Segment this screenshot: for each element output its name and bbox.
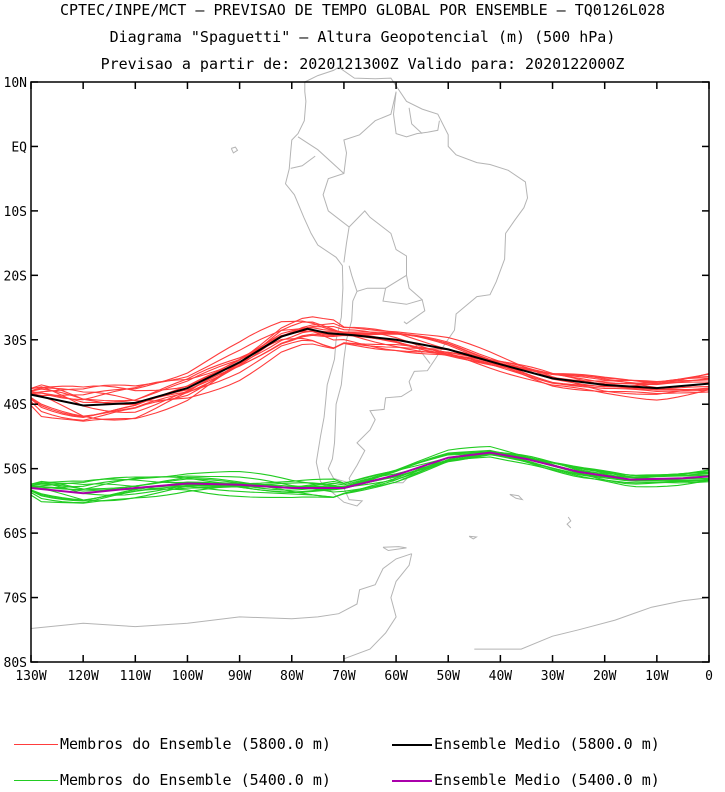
x-tick-label: 60W xyxy=(384,669,408,684)
country-border xyxy=(327,291,358,484)
coastline xyxy=(468,535,478,540)
coastline xyxy=(509,493,524,501)
y-axis: 10N EQ 10S 20S 30S 40S 50S 60S 70S 80S xyxy=(4,76,709,671)
legend-line-mean-5400 xyxy=(392,780,432,782)
coastline xyxy=(389,476,408,484)
member-line-5800 xyxy=(30,342,710,421)
country-border xyxy=(406,275,423,301)
y-tick-label: 70S xyxy=(4,592,27,607)
member-line-5800 xyxy=(30,316,710,401)
coastline xyxy=(474,597,710,650)
legend-label-members-5800: Membros do Ensemble (5800.0 m) xyxy=(60,735,331,753)
x-tick-label: 10W xyxy=(645,669,669,684)
continent-outlines xyxy=(30,66,710,660)
x-tick-label: 50W xyxy=(436,669,460,684)
coastline xyxy=(284,66,529,507)
y-tick-label: 80S xyxy=(4,656,27,671)
coastline xyxy=(566,516,572,529)
x-tick-label: 100W xyxy=(172,669,203,684)
legend-line-members-5800 xyxy=(14,744,58,745)
y-tick-label: 60S xyxy=(4,527,27,542)
member-line-5400 xyxy=(30,451,710,490)
y-tick-label: 50S xyxy=(4,463,27,478)
y-tick-label: EQ xyxy=(11,140,27,155)
x-tick-label: 0 xyxy=(705,669,713,684)
x-tick-label: 20W xyxy=(593,669,617,684)
country-border xyxy=(348,210,407,293)
y-tick-label: 40S xyxy=(4,398,27,413)
x-tick-label: 40W xyxy=(489,669,513,684)
country-border xyxy=(322,91,397,263)
member-line-5400 xyxy=(30,445,710,490)
mean-line-5400 xyxy=(30,451,710,495)
legend-label-members-5400: Membros do Ensemble (5400.0 m) xyxy=(60,771,331,789)
plot-frame xyxy=(30,81,710,663)
legend-label-mean-5800: Ensemble Medio (5800.0 m) xyxy=(434,735,660,753)
x-tick-label: 110W xyxy=(120,669,151,684)
mean-line-5800 xyxy=(30,327,710,407)
legend-label-mean-5400: Ensemble Medio (5400.0 m) xyxy=(434,771,660,789)
coastline xyxy=(343,553,413,660)
x-tick-label: 130W xyxy=(15,669,46,684)
x-tick-label: 90W xyxy=(228,669,252,684)
x-axis: 130W 120W 110W 100W 90W 80W 70W 60W 50W 40W 30W 20W… xyxy=(15,82,713,684)
coastline xyxy=(230,146,239,154)
ensemble-members xyxy=(30,316,710,504)
country-border xyxy=(382,288,426,325)
member-line-5800 xyxy=(30,339,710,419)
country-border xyxy=(297,136,345,174)
country-border xyxy=(408,107,423,134)
ensemble-means xyxy=(30,327,710,495)
legend-line-mean-5800 xyxy=(392,744,432,746)
chart-subtitle: Diagrama "Spaguetti" — Altura Geopotenci… xyxy=(109,28,616,46)
coastline xyxy=(30,553,412,629)
country-border xyxy=(290,155,316,169)
y-tick-label: 10N xyxy=(4,76,27,91)
x-tick-label: 30W xyxy=(541,669,565,684)
y-tick-label: 20S xyxy=(4,269,27,284)
x-tick-label: 80W xyxy=(280,669,304,684)
chart-title: CPTEC/INPE/MCT — PREVISAO DE TEMPO GLOBA… xyxy=(59,1,666,19)
y-tick-label: 30S xyxy=(4,334,27,349)
chart-validity: Previsao a partir de: 2020121300Z Valido… xyxy=(100,55,625,73)
coastline xyxy=(382,546,407,552)
x-tick-label: 70W xyxy=(332,669,356,684)
member-line-5400 xyxy=(30,450,710,490)
member-line-5800 xyxy=(30,330,710,392)
y-tick-label: 10S xyxy=(4,205,27,220)
country-border xyxy=(392,91,440,138)
member-line-5400 xyxy=(30,451,710,504)
legend-line-members-5400 xyxy=(14,780,58,781)
x-tick-label: 120W xyxy=(67,669,98,684)
